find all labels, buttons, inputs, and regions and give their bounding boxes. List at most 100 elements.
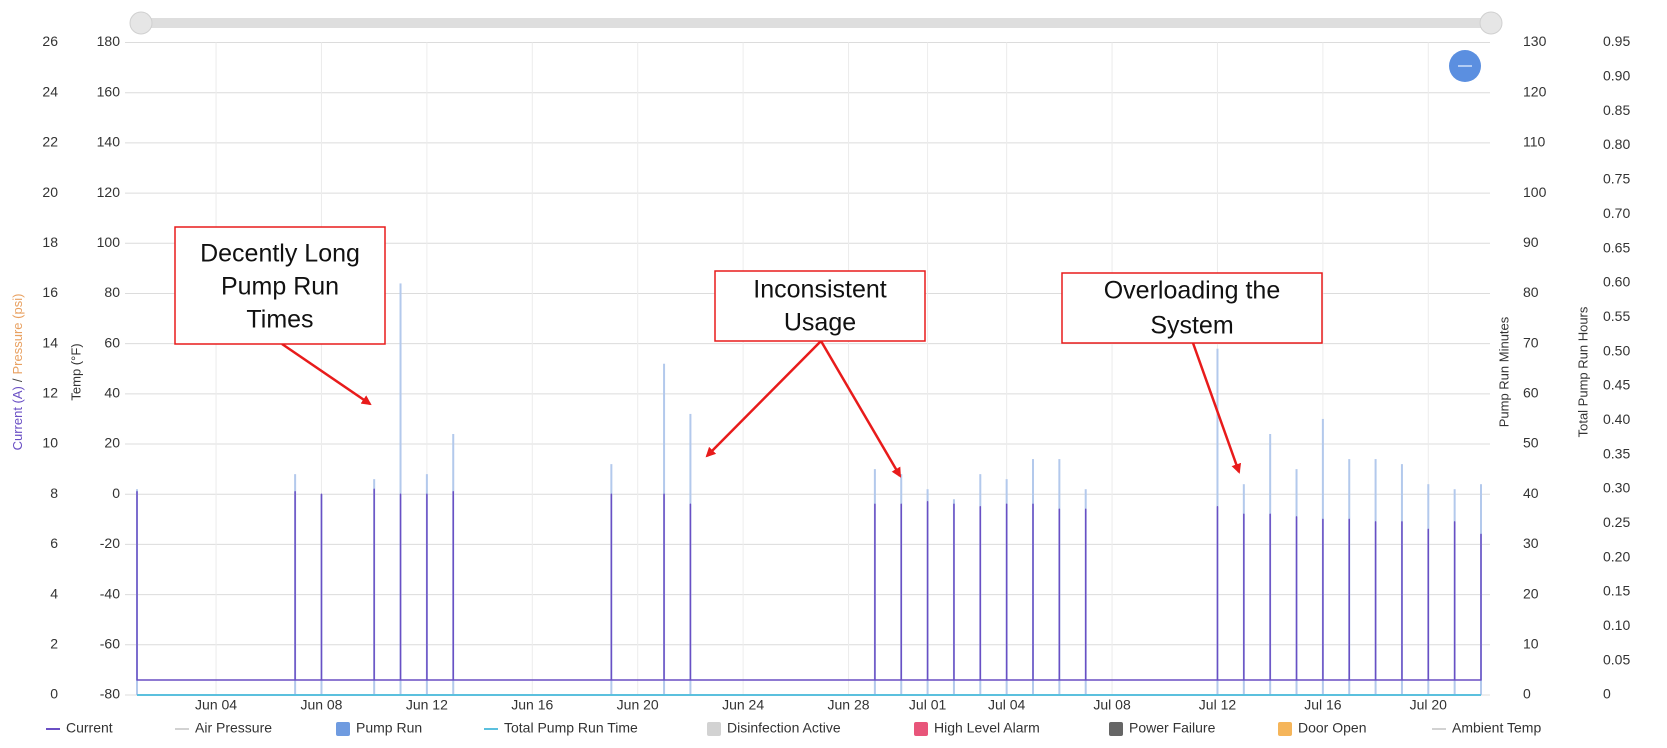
y-tick-label: 2 <box>50 636 58 652</box>
annotation-text: Pump Run <box>221 273 339 301</box>
y-tick-label: 0.60 <box>1603 274 1630 290</box>
y-tick-label: 24 <box>42 83 58 99</box>
y-tick-label: 80 <box>1523 284 1539 300</box>
y-tick-label: -80 <box>100 686 120 702</box>
y-tick-label: -40 <box>100 585 120 601</box>
annotation-text: Usage <box>784 309 856 337</box>
x-tick-label: Jun 16 <box>511 697 553 713</box>
y-tick-label: 110 <box>1523 134 1546 150</box>
y-tick-label: 40 <box>104 385 120 401</box>
x-tick-label: Jul 01 <box>909 697 947 713</box>
legend-label[interactable]: Disinfection Active <box>727 720 841 736</box>
annotation-box <box>1061 272 1323 344</box>
y-tick-label: 0.30 <box>1603 480 1630 496</box>
y-tick-label: 40 <box>1523 485 1539 501</box>
y-tick-label: 120 <box>1523 83 1547 99</box>
y-tick-label: 10 <box>1523 636 1539 652</box>
x-tick-label: Jul 20 <box>1410 697 1448 713</box>
y-tick-label: 120 <box>97 184 121 200</box>
y-tick-label: 0.35 <box>1603 445 1630 461</box>
legend-label[interactable]: Pump Run <box>356 720 422 736</box>
annotation-text: Times <box>246 306 313 334</box>
range-slider-track[interactable] <box>141 18 1491 28</box>
y-tick-label: 70 <box>1523 334 1539 350</box>
y-tick-label: 0 <box>112 485 120 501</box>
axis-title: Pump Run Minutes <box>1496 316 1511 427</box>
legend-swatch <box>336 722 350 736</box>
arrow <box>705 340 822 458</box>
y-tick-label: 0.20 <box>1603 548 1630 564</box>
y-tick-label: 16 <box>42 284 58 300</box>
pump-run-bar <box>399 283 402 695</box>
x-tick-label: Jul 08 <box>1093 697 1131 713</box>
y-tick-label: 0.55 <box>1603 308 1630 324</box>
axis-title: Temp (°F) <box>68 343 83 400</box>
legend-swatch <box>1278 722 1292 736</box>
y-axis-title-part: Pressure (psi) <box>10 294 25 375</box>
y-tick-label: 8 <box>50 485 58 501</box>
y-axis-title-part: Current (A) <box>10 386 25 450</box>
y-tick-label: 0.40 <box>1603 411 1630 427</box>
y-tick-label: 30 <box>1523 535 1539 551</box>
legend-label[interactable]: Total Pump Run Time <box>504 720 638 736</box>
y-tick-label: 0.80 <box>1603 136 1630 152</box>
legend-label[interactable]: Current <box>66 720 113 736</box>
axis-title: Total Pump Run Hours <box>1575 306 1590 437</box>
series-line <box>136 488 1482 681</box>
legend-label[interactable]: Power Failure <box>1129 720 1216 736</box>
y-tick-label: 60 <box>104 334 120 350</box>
y-tick-label: 180 <box>97 33 121 49</box>
range-slider-handle-left[interactable] <box>129 11 153 35</box>
y-tick-label: 18 <box>42 234 58 250</box>
annotation-box <box>714 270 926 342</box>
legend-label[interactable]: Door Open <box>1298 720 1366 736</box>
x-tick-label: Jun 24 <box>722 697 764 713</box>
legend-label[interactable]: Ambient Temp <box>1452 720 1541 736</box>
annotation-text: System <box>1150 312 1233 340</box>
annotation-text: Decently Long <box>200 240 360 268</box>
y-tick-label: 10 <box>42 435 58 451</box>
y-tick-label: 20 <box>104 435 120 451</box>
legend-swatch <box>707 722 721 736</box>
annotation-arrows <box>281 340 1242 478</box>
x-tick-label: Jul 16 <box>1304 697 1342 713</box>
range-slider-handle-right[interactable] <box>1479 11 1503 35</box>
y-tick-label: 50 <box>1523 435 1539 451</box>
y-tick-label: 20 <box>1523 585 1539 601</box>
annotation-box <box>174 226 386 345</box>
y-tick-label: 0.15 <box>1603 583 1630 599</box>
x-tick-label: Jul 12 <box>1199 697 1237 713</box>
y-tick-label: 0.90 <box>1603 68 1630 84</box>
y-tick-label: 14 <box>42 334 58 350</box>
legend-label[interactable]: Air Pressure <box>195 720 272 736</box>
y-tick-label: 100 <box>1523 184 1547 200</box>
x-tick-label: Jun 12 <box>406 697 448 713</box>
legend: Current Air Pressure Pump Run Total Pump Ru… <box>46 720 1541 736</box>
y-tick-label: 6 <box>50 535 58 551</box>
x-tick-label: Jun 20 <box>617 697 659 713</box>
y-tick-label: 0 <box>50 686 58 702</box>
y-tick-label: 0.75 <box>1603 171 1630 187</box>
arrow <box>819 340 902 478</box>
y-tick-label: 22 <box>42 134 58 150</box>
y-tick-label: 0.45 <box>1603 377 1630 393</box>
legend-label[interactable]: High Level Alarm <box>934 720 1040 736</box>
y-tick-label: 80 <box>104 284 120 300</box>
y-tick-label: 0 <box>1523 686 1531 702</box>
y-tick-label: 0.50 <box>1603 342 1630 358</box>
y-tick-label: 160 <box>97 83 121 99</box>
y-tick-label: 4 <box>50 585 58 601</box>
y-tick-label: -60 <box>100 636 120 652</box>
y-tick-label: 0.65 <box>1603 239 1630 255</box>
y-tick-label: 0.70 <box>1603 205 1630 221</box>
annotation-text: Inconsistent <box>753 276 886 304</box>
y-tick-label: 140 <box>97 134 121 150</box>
y-tick-label: 60 <box>1523 385 1539 401</box>
y-tick-label: 0.95 <box>1603 33 1630 49</box>
y-axis-title-part: / <box>10 378 25 382</box>
annotation-text: Overloading the <box>1104 277 1281 305</box>
y-tick-label: 26 <box>42 33 58 49</box>
text-layer: 02468101214161820222426-80-60-40-2002040… <box>10 33 1630 713</box>
